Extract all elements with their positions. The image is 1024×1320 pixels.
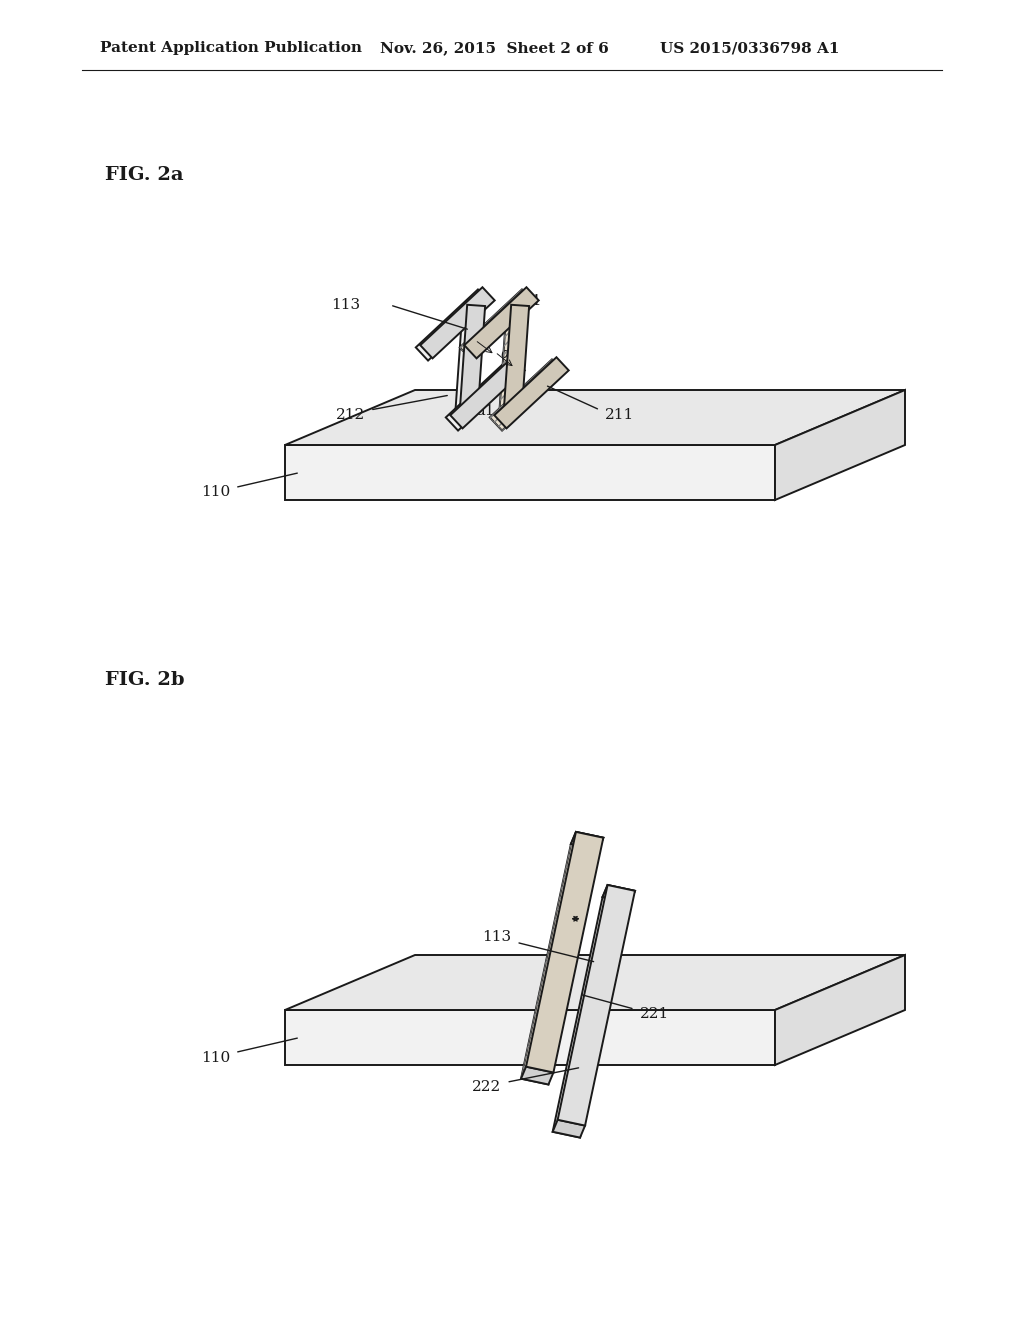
Polygon shape [464, 288, 539, 358]
Polygon shape [416, 289, 490, 360]
Polygon shape [495, 358, 568, 429]
Polygon shape [504, 305, 529, 411]
Polygon shape [602, 884, 635, 903]
Polygon shape [489, 359, 564, 430]
Text: d1: d1 [475, 404, 495, 418]
Text: d1: d1 [570, 899, 590, 912]
Polygon shape [500, 308, 524, 413]
Text: Patent Application Publication: Patent Application Publication [100, 41, 362, 55]
Polygon shape [775, 954, 905, 1065]
Text: $\alpha$: $\alpha$ [479, 334, 490, 348]
Text: Nov. 26, 2015  Sheet 2 of 6: Nov. 26, 2015 Sheet 2 of 6 [380, 41, 608, 55]
Polygon shape [553, 1119, 585, 1138]
Polygon shape [526, 832, 603, 1072]
Polygon shape [558, 884, 635, 1126]
Polygon shape [445, 359, 520, 430]
Text: 113: 113 [331, 298, 360, 312]
Text: $\alpha$: $\alpha$ [500, 347, 511, 360]
Polygon shape [521, 1067, 553, 1085]
Polygon shape [571, 832, 603, 850]
Text: 221: 221 [640, 1007, 669, 1022]
Text: 222: 222 [472, 1080, 502, 1094]
Polygon shape [451, 358, 524, 429]
Text: FIG. 2a: FIG. 2a [105, 166, 183, 183]
Polygon shape [285, 389, 905, 445]
Text: US 2015/0336798 A1: US 2015/0336798 A1 [660, 41, 840, 55]
Polygon shape [521, 843, 598, 1085]
Text: 110: 110 [201, 486, 230, 499]
Text: 113: 113 [482, 931, 511, 944]
Polygon shape [285, 954, 905, 1010]
Polygon shape [285, 445, 775, 500]
Polygon shape [456, 308, 480, 413]
Text: 110: 110 [201, 1051, 230, 1064]
Text: 212: 212 [336, 408, 365, 422]
Polygon shape [553, 898, 630, 1138]
Polygon shape [285, 1010, 775, 1065]
Polygon shape [775, 389, 905, 500]
Polygon shape [460, 289, 535, 360]
Polygon shape [460, 305, 485, 411]
Polygon shape [571, 832, 603, 850]
Polygon shape [602, 884, 635, 903]
Polygon shape [420, 288, 495, 358]
Text: d1: d1 [522, 294, 542, 308]
Text: FIG. 2b: FIG. 2b [105, 671, 184, 689]
Text: 211: 211 [605, 408, 634, 422]
